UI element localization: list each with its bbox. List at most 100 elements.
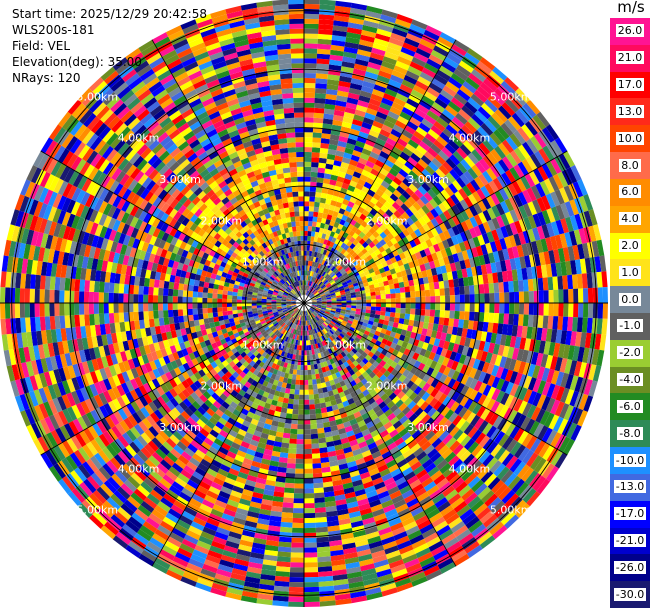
velocity-gate (433, 259, 441, 268)
velocity-gate (337, 246, 344, 253)
velocity-gate (405, 291, 411, 298)
velocity-gate (374, 269, 381, 276)
velocity-gate (294, 384, 300, 390)
velocity-gate (415, 251, 422, 260)
velocity-gate (348, 230, 356, 237)
velocity-gate (518, 106, 533, 121)
velocity-gate (308, 389, 314, 395)
velocity-gate (356, 305, 362, 309)
velocity-gate (403, 199, 413, 209)
velocity-gate (516, 268, 523, 281)
velocity-gate (329, 139, 339, 146)
velocity-gate (487, 95, 502, 109)
velocity-gate (358, 260, 365, 267)
velocity-gate (443, 256, 450, 266)
velocity-gate (306, 255, 309, 261)
velocity-gate (459, 286, 465, 295)
velocity-gate (363, 165, 373, 173)
velocity-gate (346, 240, 353, 247)
velocity-gate (421, 67, 437, 79)
velocity-gate (349, 286, 355, 291)
velocity-gate (283, 492, 294, 499)
velocity-gate (543, 341, 551, 355)
velocity-gate (332, 249, 338, 255)
velocity-gate (569, 230, 578, 246)
velocity-gate (319, 9, 335, 16)
velocity-gate (487, 219, 496, 232)
velocity-gate (311, 261, 315, 267)
velocity-gate (341, 121, 352, 129)
velocity-gate (560, 330, 568, 345)
velocity-gate (373, 37, 389, 47)
velocity-gate (463, 155, 476, 168)
velocity-gate (296, 448, 304, 455)
velocity-gate (398, 281, 405, 288)
velocity-gate (317, 432, 326, 439)
velocity-gate (309, 261, 313, 267)
velocity-gate (350, 294, 357, 298)
velocity-gate (317, 263, 322, 269)
velocity-gate (388, 279, 394, 285)
velocity-gate (288, 586, 304, 593)
velocity-gate (405, 308, 411, 315)
velocity-gate (309, 196, 316, 202)
velocity-gate (311, 438, 319, 444)
velocity-gate (330, 292, 336, 296)
velocity-gate (400, 297, 406, 303)
velocity-gate (428, 82, 443, 94)
velocity-gate (519, 256, 527, 269)
velocity-gate (288, 448, 297, 454)
velocity-gate (541, 224, 550, 239)
velocity-gate (511, 269, 518, 281)
velocity-gate (523, 291, 530, 303)
velocity-gate (318, 437, 327, 444)
velocity-gate (389, 268, 397, 275)
velocity-gate (310, 433, 319, 440)
velocity-gate (329, 231, 336, 238)
velocity-gate (321, 299, 327, 302)
velocity-gate (304, 468, 313, 474)
velocity-gate (384, 315, 390, 322)
velocity-gate (306, 285, 308, 291)
velocity-gate (348, 133, 359, 141)
velocity-gate (415, 47, 431, 59)
velocity-gate (338, 192, 346, 199)
velocity-gate (508, 313, 514, 325)
velocity-gate (410, 291, 416, 298)
velocity-gate (329, 271, 335, 277)
velocity-gate (452, 343, 460, 353)
velocity-gate (346, 279, 352, 284)
velocity-gate (448, 120, 462, 133)
velocity-gate (291, 414, 299, 420)
velocity-gate (352, 68, 367, 77)
velocity-gate (321, 285, 327, 290)
velocity-gate (405, 187, 415, 197)
velocity-gate (478, 340, 486, 351)
velocity-gate (482, 78, 498, 92)
velocity-gate (333, 114, 344, 122)
velocity-gate (358, 224, 365, 232)
velocity-gate (471, 69, 486, 83)
velocity-gate (355, 104, 368, 113)
velocity-gate (417, 234, 426, 244)
velocity-gate (503, 281, 510, 293)
velocity-gate (342, 56, 356, 64)
velocity-gate (390, 74, 404, 84)
velocity-gate (504, 236, 512, 249)
velocity-gate (489, 70, 505, 85)
velocity-gate (498, 159, 510, 173)
velocity-gate (471, 164, 483, 177)
velocity-gate (360, 34, 375, 43)
velocity-gate (325, 219, 331, 225)
velocity-gate (335, 271, 341, 277)
velocity-gate (369, 288, 376, 293)
velocity-gate (508, 95, 523, 110)
velocity-gate (350, 292, 356, 296)
velocity-gate (340, 310, 346, 314)
velocity-gate (346, 97, 359, 105)
velocity-gate (331, 260, 337, 267)
velocity-gate (330, 294, 336, 298)
velocity-gate (327, 263, 332, 269)
velocity-gate (563, 151, 575, 168)
velocity-gate (377, 133, 389, 142)
